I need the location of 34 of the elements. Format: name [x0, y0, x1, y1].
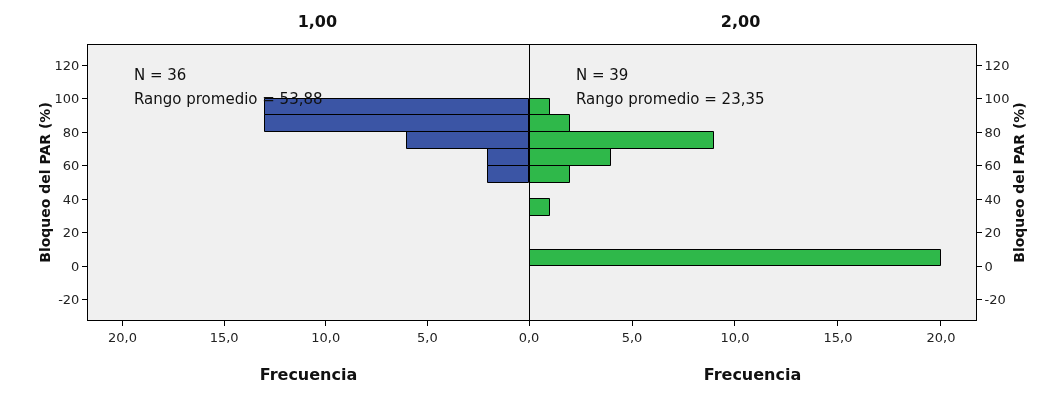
y-axis-title: Bloqueo del PAR (%)	[1011, 102, 1028, 263]
y-tick-label: 40	[62, 191, 80, 207]
y-axis-title: Bloqueo del PAR (%)	[36, 102, 53, 263]
y-tick-label: 120	[984, 57, 1010, 73]
annotation: Rango promedio = 23,35	[576, 90, 765, 108]
annotation: N = 36	[134, 66, 187, 84]
x-axis-title: Frecuencia	[259, 365, 358, 385]
y-tick-label: 0	[984, 258, 993, 274]
x-tick-label: 10,0	[311, 329, 341, 345]
annotation: N = 39	[576, 66, 629, 84]
x-tick-label: 15,0	[823, 329, 853, 345]
y-tick-label: 60	[984, 158, 1002, 174]
x-tick-label: 5,0	[417, 329, 438, 345]
x-tick-label: 20,0	[926, 329, 956, 345]
x-tick-label: 15,0	[209, 329, 239, 345]
y-tick-label: 120	[54, 57, 80, 73]
y-tick-label: 20	[984, 225, 1002, 241]
chart-title: 2,00	[720, 12, 761, 32]
y-tick-label: 100	[54, 91, 80, 107]
y-tick-label: 60	[62, 158, 80, 174]
y-tick-label: 0	[71, 258, 80, 274]
y-tick-label: 80	[984, 124, 1002, 140]
x-tick-label: 10,0	[720, 329, 750, 345]
y-tick-label: -20	[58, 292, 80, 308]
x-tick-label: 0,0	[518, 329, 540, 345]
x-tick-label: 5,0	[621, 329, 643, 345]
y-tick-label: 100	[984, 91, 1010, 107]
y-tick-label: 20	[62, 225, 80, 241]
y-tick-label: 80	[62, 124, 80, 140]
y-tick-label: -20	[984, 292, 1006, 308]
x-axis-title: Frecuencia	[703, 365, 802, 385]
x-tick-label: 20,0	[108, 329, 138, 345]
chart-title: 1,00	[297, 12, 338, 32]
y-tick-label: 40	[984, 191, 1002, 207]
